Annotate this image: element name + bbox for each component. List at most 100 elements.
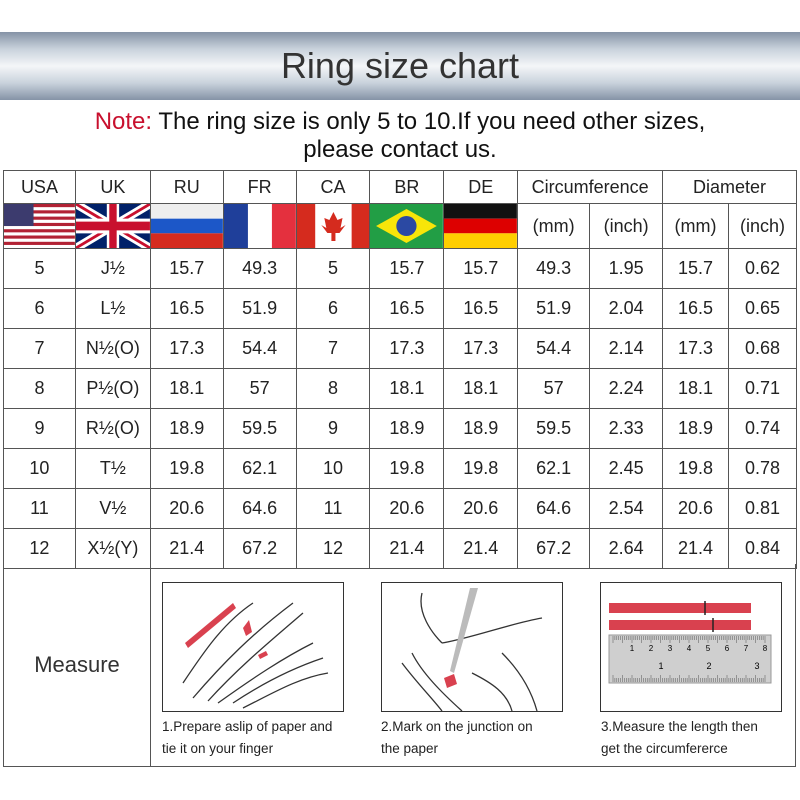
table-cell: 15.7 <box>149 248 224 289</box>
table-cell: 54.4 <box>222 328 297 369</box>
table-cell: 17.3 <box>369 328 445 369</box>
ruler-cm-label: 3 <box>668 644 673 653</box>
table-cell: 7 <box>295 328 371 369</box>
table-cell: 19.8 <box>662 448 729 489</box>
table-cell: 67.2 <box>517 528 591 569</box>
step3-caption: 3.Measure the length then get the circumf… <box>601 716 800 760</box>
table-cell: 51.9 <box>517 288 591 329</box>
ruler-cm-label: 5 <box>706 644 711 653</box>
page-title: Ring size chart <box>280 45 520 86</box>
table-cell: 64.6 <box>517 488 591 529</box>
table-cell: 62.1 <box>517 448 591 489</box>
table-cell: T½ <box>74 448 151 489</box>
note-label: Note: <box>94 108 153 135</box>
header-diameter: Diameter <box>662 170 797 204</box>
ruler-cm-label: 2 <box>649 644 654 653</box>
table-cell: 59.5 <box>517 408 591 449</box>
table-cell: 16.5 <box>369 288 445 329</box>
table-cell: 0.78 <box>728 448 797 489</box>
germany-flag-icon <box>443 203 519 249</box>
usa-flag-icon <box>3 203 76 249</box>
table-cell: P½(O) <box>74 368 151 409</box>
ruler-cm-label: 8 <box>763 644 768 653</box>
table-cell: 51.9 <box>222 288 297 329</box>
table-cell: 2.64 <box>589 528 664 569</box>
table-cell: 0.84 <box>728 528 797 569</box>
table-cell: 49.3 <box>517 248 591 289</box>
header-fr: FR <box>222 170 297 204</box>
ruler-inch-label: 1 <box>658 661 663 671</box>
note: Note: The ring size is only 5 to 10.If y… <box>0 108 800 164</box>
table-cell: 9 <box>295 408 371 449</box>
table-cell: 10 <box>295 448 371 489</box>
table-cell: R½(O) <box>74 408 151 449</box>
table-cell: 12 <box>295 528 371 569</box>
ruler-inch-label: 2 <box>706 661 711 671</box>
table-cell: 19.8 <box>369 448 445 489</box>
table-cell: 5 <box>3 248 76 289</box>
table-row: 7 N½(O) 17.3 54.4 7 17.3 17.3 54.4 2.14 17.3 0.68 <box>3 328 797 369</box>
table-cell: 0.71 <box>728 368 797 409</box>
table-cell: 6 <box>3 288 76 329</box>
table-cell: 6 <box>295 288 371 329</box>
table-cell: 18.1 <box>662 368 729 409</box>
header-circumference: Circumference <box>517 170 664 204</box>
table-cell: 11 <box>3 488 76 529</box>
table-cell: 18.9 <box>443 408 519 449</box>
table-cell: 15.7 <box>443 248 519 289</box>
table-cell: 5 <box>295 248 371 289</box>
table-cell: 2.54 <box>589 488 664 529</box>
title-banner: Ring size chart <box>0 32 800 100</box>
table-cell: X½(Y) <box>74 528 151 569</box>
table-cell: 64.6 <box>222 488 297 529</box>
table-cell: 0.74 <box>728 408 797 449</box>
table-cell: 0.65 <box>728 288 797 329</box>
table-cell: 20.6 <box>662 488 729 529</box>
measure-label: Measure <box>4 564 151 766</box>
table-cell: L½ <box>74 288 151 329</box>
table-cell: 1.95 <box>589 248 664 289</box>
size-table: USA UK RU FR CA BR DE Circumference Diameter (mm… <box>3 170 797 569</box>
table-cell: 9 <box>3 408 76 449</box>
table-cell: 57 <box>517 368 591 409</box>
russia-flag-icon <box>149 203 224 249</box>
header-ca: CA <box>295 170 371 204</box>
table-cell: 20.6 <box>443 488 519 529</box>
table-cell: 19.8 <box>443 448 519 489</box>
table-cell: 2.45 <box>589 448 664 489</box>
table-cell: 2.24 <box>589 368 664 409</box>
table-row: 6 L½ 16.5 51.9 6 16.5 16.5 51.9 2.04 16.5 0.65 <box>3 288 797 329</box>
table-cell: 19.8 <box>149 448 224 489</box>
step1-line2: tie it on your finger <box>162 741 274 756</box>
table-cell: 0.62 <box>728 248 797 289</box>
ruler-inch-label: 3 <box>754 661 759 671</box>
header-br: BR <box>369 170 445 204</box>
table-cell: 10 <box>3 448 76 489</box>
step3-line2: get the circumfererce <box>601 741 728 756</box>
step1-caption: 1.Prepare aslip of paper and tie it on yo… <box>162 716 362 760</box>
table-cell: 17.3 <box>662 328 729 369</box>
table-cell: 21.4 <box>149 528 224 569</box>
brazil-flag-icon <box>369 203 445 249</box>
table-cell: 8 <box>295 368 371 409</box>
table-cell: N½(O) <box>74 328 151 369</box>
table-cell: V½ <box>74 488 151 529</box>
table-row: 5 J½ 15.7 49.3 5 15.7 15.7 49.3 1.95 15.7 0.62 <box>3 248 797 289</box>
table-cell: 15.7 <box>662 248 729 289</box>
table-row: 9 R½(O) 18.9 59.5 9 18.9 18.9 59.5 2.33 18.9 0.74 <box>3 408 797 449</box>
table-cell: 17.3 <box>149 328 224 369</box>
subheader-mm: (mm) <box>662 203 729 249</box>
table-cell: 21.4 <box>369 528 445 569</box>
step2-line2: the paper <box>381 741 439 756</box>
subheader-inch: (inch) <box>589 203 664 249</box>
table-cell: 21.4 <box>662 528 729 569</box>
table-cell: 20.6 <box>149 488 224 529</box>
table-row: 12 X½(Y) 21.4 67.2 12 21.4 21.4 67.2 2.64 21.4 0.8… <box>3 528 797 569</box>
step3-line1: 3.Measure the length then <box>601 719 758 734</box>
table-cell: 0.68 <box>728 328 797 369</box>
header-uk: UK <box>74 170 151 204</box>
table-cell: 2.14 <box>589 328 664 369</box>
table-cell: 57 <box>222 368 297 409</box>
table-cell: 7 <box>3 328 76 369</box>
